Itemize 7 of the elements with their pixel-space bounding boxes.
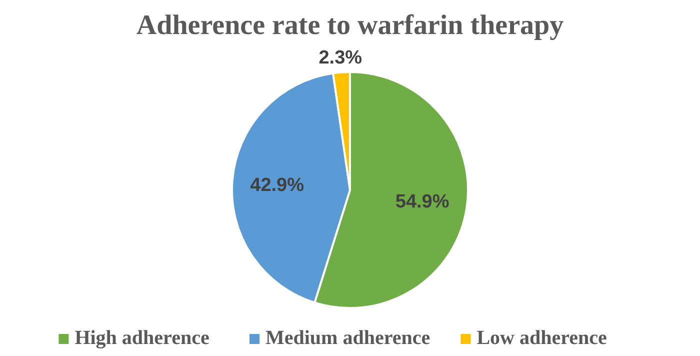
legend-label: High adherence [74,327,210,349]
legend-label: Low adherence [476,327,607,349]
data-label: 42.9% [250,174,304,196]
data-label: 54.9% [395,192,450,213]
data-label: 2.3% [318,48,362,69]
legend-label: Medium adherence [266,327,430,349]
chart-title: Adherence rate to warfarin therapy [136,10,564,41]
